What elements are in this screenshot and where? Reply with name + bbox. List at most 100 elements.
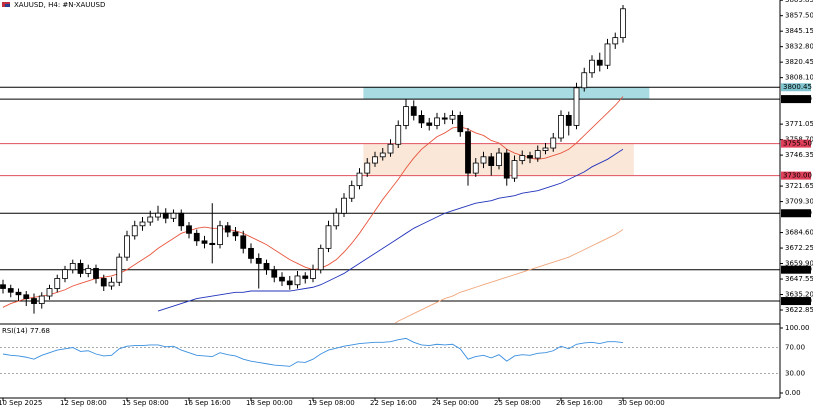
candle-body [465,131,471,174]
y-tick-label: 3709.30 [785,198,813,206]
candle-body [7,288,14,293]
candle-body [395,125,402,145]
candle-body [379,152,386,158]
candle-body [519,155,526,161]
rsi-label: RSI(14) 77.68 [2,327,50,335]
candle-body [534,150,541,159]
candle-body [434,117,440,126]
level-box [781,265,811,274]
y-tick-label: 3721.65 [785,182,813,190]
candle-body [116,256,123,283]
candle-body [124,235,130,258]
level-box [781,297,811,306]
rsi-area [0,337,780,374]
candle-body [558,115,564,139]
candle-body [364,162,371,174]
x-tick-label: 25 Sep 08:00 [494,399,541,407]
candle-body [178,212,185,227]
y-tick-label: 3845.15 [785,27,813,35]
x-tick-label: 24 Sep 00:00 [432,399,479,407]
candle-body [325,225,332,249]
y-tick-label: 3808.10 [785,74,813,82]
candle-body [131,225,138,237]
moving-average [394,229,624,323]
candle-body [403,106,409,126]
candle-body [511,160,518,179]
candle-body [139,221,146,227]
candle-body [232,231,239,237]
candle-body [317,247,324,271]
candle-body [0,284,6,289]
candle-body [23,294,30,299]
candle-body [302,275,309,279]
candle-body [542,147,549,151]
level-box [781,83,811,92]
candle-body [372,156,378,164]
level-label: 3755.50 [783,140,812,148]
level-box [781,209,811,218]
candle-body [612,37,619,45]
plot-area [0,5,780,323]
candle-body [387,143,394,154]
level-box [781,139,811,148]
y-tick-label: 3659.90 [785,260,813,268]
candle-body [457,115,464,133]
candle-body [604,43,611,66]
candle-body [193,232,200,242]
x-tick-label: 26 Sep 16:00 [556,399,603,407]
candle-body [240,235,247,249]
candle-body [31,298,37,304]
candle-body [217,225,223,246]
candle-body [279,276,285,282]
y-tick-label: 3869.85 [785,0,813,4]
candle-body [38,295,45,304]
y-tick-label: 3758.70 [785,136,813,144]
candle-body [294,275,301,286]
candle-body [69,263,76,271]
y-tick-label: 3684.60 [785,229,813,237]
x-tick-label: 16 Sep 16:00 [184,399,231,407]
candle-body [472,162,479,174]
x-tick-label: 12 Sep 08:00 [60,399,107,407]
rsi-tick-label: 70.00 [785,344,805,352]
zone [363,87,650,100]
candle-body [410,106,417,116]
candle-body [581,72,588,89]
x-tick-label: 15 Sep 08:00 [122,399,169,407]
rsi-tick-label: 30.00 [785,370,805,378]
candle-body [496,152,502,166]
candle-body [573,87,580,126]
level-label: 3700.00 [783,209,812,217]
candle-body [15,291,22,296]
candle-body [263,263,270,271]
x-tick-label: 18 Sep 00:00 [246,399,293,407]
candle-body [480,156,487,164]
candle-body [155,212,161,218]
candle-body [85,268,92,274]
candle-body [248,247,254,259]
candle-body [77,263,84,274]
candle-body [201,240,208,244]
candle-body [589,59,595,74]
candle-body [596,59,603,66]
candle-body [310,269,316,279]
y-tick-label: 3635.20 [785,291,813,299]
candle-body [271,269,278,278]
candle-body [356,172,363,187]
candle-body [488,156,495,166]
candle-body [348,185,355,199]
candle-body [527,155,533,159]
candle-body [441,117,448,120]
candle-body [333,212,340,227]
y-tick-label: 3820.45 [785,58,813,66]
candle-body [100,278,107,287]
candle-body [147,216,154,223]
moving-average [157,148,624,312]
candle-body [224,225,231,233]
chart-title: XAUUSD, H4: #N-XAUUSD [14,1,105,9]
candle-body [209,242,216,246]
candle-body [162,212,169,219]
candle-body [449,115,456,120]
